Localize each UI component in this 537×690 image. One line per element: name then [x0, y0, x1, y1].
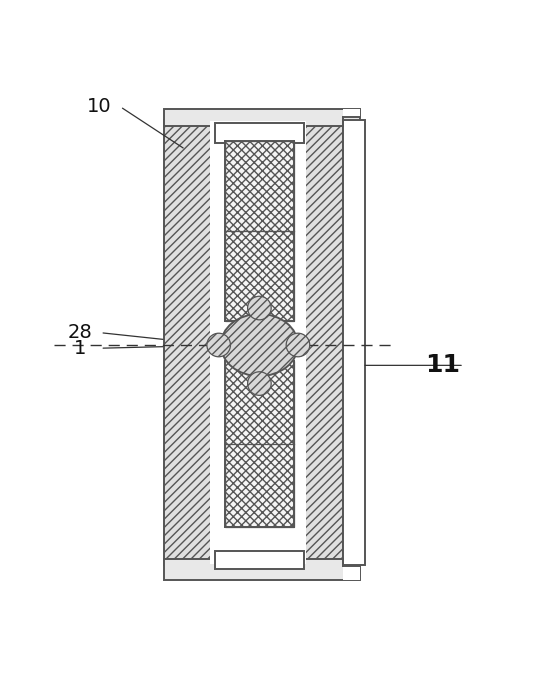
Circle shape	[286, 333, 310, 357]
Polygon shape	[224, 361, 294, 527]
Text: 1: 1	[74, 339, 86, 357]
Polygon shape	[164, 109, 360, 126]
Circle shape	[248, 372, 271, 395]
Polygon shape	[224, 141, 294, 321]
Polygon shape	[215, 123, 304, 143]
Polygon shape	[215, 551, 304, 569]
Text: 28: 28	[68, 323, 92, 342]
Circle shape	[248, 296, 271, 320]
Circle shape	[207, 333, 230, 357]
Polygon shape	[164, 559, 360, 580]
Polygon shape	[344, 120, 365, 564]
Polygon shape	[344, 109, 360, 117]
Ellipse shape	[221, 314, 298, 376]
Text: 11: 11	[425, 353, 460, 377]
Text: 10: 10	[86, 97, 111, 116]
Polygon shape	[344, 566, 360, 580]
Polygon shape	[164, 120, 344, 564]
Polygon shape	[209, 121, 306, 564]
